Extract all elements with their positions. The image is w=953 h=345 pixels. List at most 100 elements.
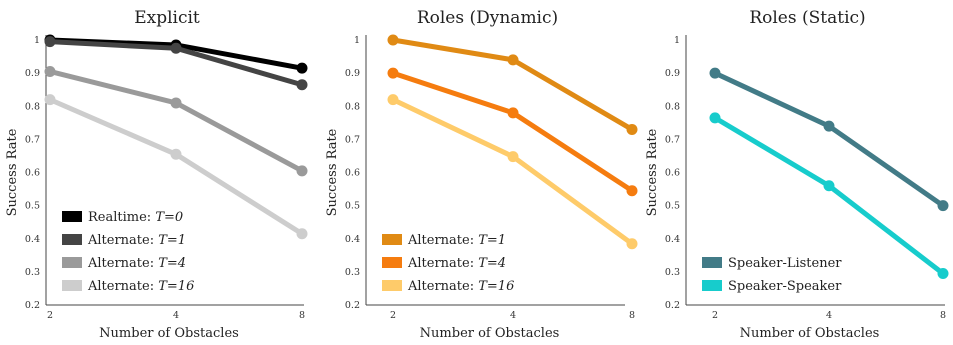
data-point xyxy=(823,180,835,192)
data-point xyxy=(296,79,308,91)
legend-entry: Alternate: T=16 xyxy=(62,279,194,294)
legend-series-name: Alternate: xyxy=(87,279,158,294)
y-tick-label: 0.4 xyxy=(25,234,40,245)
chart-title: Roles (Static) xyxy=(749,8,865,28)
data-point xyxy=(296,228,308,240)
data-point xyxy=(387,94,399,106)
legend-series-name: Alternate: xyxy=(407,279,478,294)
x-tick-label: 8 xyxy=(940,310,946,321)
data-point xyxy=(170,148,182,160)
y-tick-label: 1 xyxy=(354,35,360,46)
y-tick-label: 0.7 xyxy=(345,134,360,145)
legend-swatch xyxy=(382,257,402,268)
y-axis-label: Success Rate xyxy=(5,128,20,216)
data-point xyxy=(507,54,519,66)
legend-swatch xyxy=(702,280,722,291)
x-tick-label: 8 xyxy=(629,310,635,321)
legend-label: Alternate: T=1 xyxy=(407,233,506,248)
data-point xyxy=(44,94,56,106)
legend-series-param: T=0 xyxy=(155,210,183,225)
data-point xyxy=(626,185,638,197)
x-tick-label: 4 xyxy=(510,310,516,321)
legend-label: Alternate: T=16 xyxy=(407,279,514,294)
series-line xyxy=(390,70,635,194)
y-tick-label: 0.3 xyxy=(25,267,40,278)
legend-swatch xyxy=(382,234,402,245)
data-point xyxy=(296,62,308,74)
chart-panel-1: Explicit 0.2 0.3 0.4 0.5 0.6 0.7 0.8 0.9 1 2 4 8 Numb… xyxy=(5,8,308,341)
y-tick-label: 0.2 xyxy=(665,300,680,311)
legend-series-param: T=1 xyxy=(158,233,186,248)
x-axis-label: Number of Obstacles xyxy=(740,326,880,341)
series-line xyxy=(712,115,946,277)
legend-entry: Speaker-Speaker xyxy=(702,279,842,294)
x-tick-label: 8 xyxy=(299,310,305,321)
legend-label: Alternate: T=16 xyxy=(87,279,194,294)
data-point xyxy=(507,151,519,163)
legend-series-param: T=4 xyxy=(158,256,186,271)
y-tick-label: 0.7 xyxy=(665,134,680,145)
data-point xyxy=(937,268,949,280)
legend-swatch xyxy=(62,257,82,268)
legend-entry: Alternate: T=1 xyxy=(62,233,186,248)
legend-swatch xyxy=(62,211,82,222)
legend-label: Speaker-Speaker xyxy=(728,279,842,294)
y-tick-label: 0.9 xyxy=(25,68,40,79)
chart-panel-2: Roles (Dynamic) 0.2 0.3 0.4 0.5 0.6 0.7 0.8 0.9 1… xyxy=(325,8,638,341)
data-point xyxy=(507,107,519,119)
legend-label: Realtime: T=0 xyxy=(88,210,183,225)
x-axis-label: Number of Obstacles xyxy=(99,326,239,341)
x-tick-label: 2 xyxy=(712,310,718,321)
data-point xyxy=(170,42,182,54)
legend-swatch xyxy=(382,280,402,291)
y-tick-label: 0.8 xyxy=(345,101,360,112)
y-axis-label: Success Rate xyxy=(325,128,340,216)
y-tick-label: 1 xyxy=(34,35,40,46)
x-tick-label: 4 xyxy=(826,310,832,321)
y-tick-label: 0.6 xyxy=(25,168,40,179)
data-point xyxy=(709,112,721,124)
x-tick-label: 2 xyxy=(47,310,53,321)
legend-entry: Alternate: T=1 xyxy=(382,233,506,248)
legend-series-param: T=4 xyxy=(478,256,506,271)
legend-label: Alternate: T=1 xyxy=(87,233,186,248)
legend-series-name: Speaker-Speaker xyxy=(728,279,842,294)
y-tick-label: 0.6 xyxy=(665,168,680,179)
legend-entry: Speaker-Listener xyxy=(702,256,842,271)
y-axis-label: Success Rate xyxy=(645,128,660,216)
legend-entry: Realtime: T=0 xyxy=(62,210,183,225)
y-tick-label: 0.5 xyxy=(25,201,40,212)
legend-series-name: Alternate: xyxy=(87,233,158,248)
y-tick-label: 0.9 xyxy=(665,68,680,79)
y-tick-label: 0.2 xyxy=(345,300,360,311)
legend-series-name: Realtime: xyxy=(88,210,155,225)
y-tick-label: 0.4 xyxy=(665,234,680,245)
legend-label: Speaker-Listener xyxy=(728,256,842,271)
y-tick-label: 0.8 xyxy=(25,101,40,112)
data-point xyxy=(387,34,399,46)
legend-entry: Alternate: T=16 xyxy=(382,279,514,294)
x-axis-label: Number of Obstacles xyxy=(420,326,560,341)
legend-entry: Alternate: T=4 xyxy=(382,256,506,271)
y-tick-label: 0.5 xyxy=(345,201,360,212)
data-point xyxy=(170,97,182,109)
legend-series-name: Alternate: xyxy=(407,256,478,271)
data-point xyxy=(626,238,638,250)
legend-entry: Alternate: T=4 xyxy=(62,256,186,271)
legend-swatch xyxy=(62,280,82,291)
y-tick-label: 0.4 xyxy=(345,234,360,245)
y-tick-label: 0.8 xyxy=(665,101,680,112)
legend-label: Alternate: T=4 xyxy=(87,256,186,271)
data-point xyxy=(44,36,56,48)
legend-series-name: Alternate: xyxy=(87,256,158,271)
y-tick-label: 0.5 xyxy=(665,201,680,212)
y-tick-label: 0.6 xyxy=(345,168,360,179)
chart-title: Roles (Dynamic) xyxy=(417,8,558,28)
y-tick-label: 0.9 xyxy=(345,68,360,79)
legend-series-name: Speaker-Listener xyxy=(728,256,842,271)
data-point xyxy=(937,200,949,212)
series-line xyxy=(390,97,635,247)
y-tick-label: 0.3 xyxy=(665,267,680,278)
y-tick-label: 0.2 xyxy=(25,300,40,311)
